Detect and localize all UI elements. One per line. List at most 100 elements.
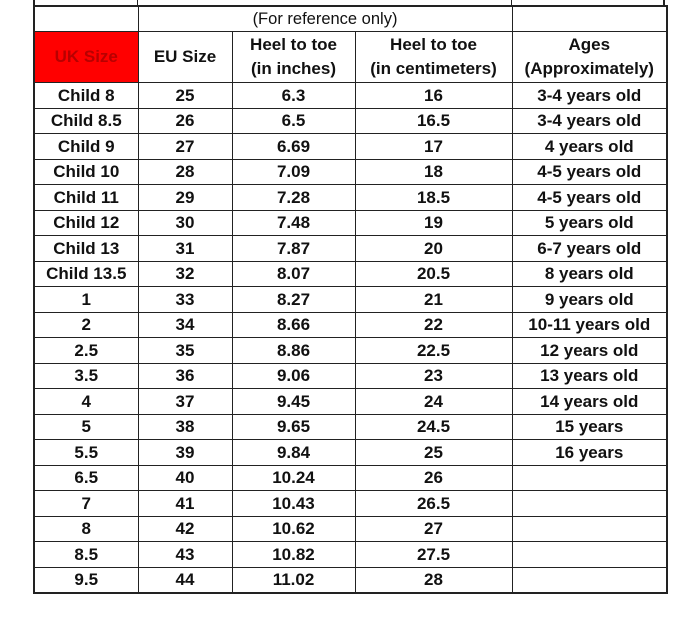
table-row: 8.5 43 10.82 27.5: [33, 541, 668, 568]
ages-cell: [511, 464, 668, 491]
eu-size-cell: 44: [137, 566, 233, 594]
centimeters-cell: 21: [354, 286, 513, 313]
inches-cell: 6.69: [231, 133, 356, 160]
eu-size-cell: 41: [137, 490, 233, 517]
ages-cell: 16 years: [511, 439, 668, 466]
header-eu-size: EU Size: [137, 31, 233, 83]
uk-size-cell: 7: [33, 490, 139, 517]
table-row: 1 33 8.27 21 9 years old: [33, 286, 668, 313]
centimeters-cell: 16: [354, 82, 513, 109]
header-cm-line1: Heel to toe: [390, 35, 477, 54]
table-row: 4 37 9.45 24 14 years old: [33, 388, 668, 415]
divider: [137, 0, 138, 5]
centimeters-cell: 26: [354, 464, 513, 491]
inches-cell: 9.45: [231, 388, 356, 415]
centimeters-cell: 19: [354, 209, 513, 236]
inches-cell: 8.86: [231, 337, 356, 364]
table-row: Child 13.5 32 8.07 20.5 8 years old: [33, 260, 668, 287]
header-uk-size: UK Size: [33, 31, 139, 83]
uk-size-cell: 5.5: [33, 439, 139, 466]
uk-size-cell: 5: [33, 413, 139, 440]
inches-cell: 10.24: [231, 464, 356, 491]
centimeters-cell: 18: [354, 158, 513, 185]
uk-size-cell: Child 13: [33, 235, 139, 262]
divider: [511, 0, 512, 5]
eu-size-cell: 34: [137, 311, 233, 338]
table-row: 8 42 10.62 27: [33, 515, 668, 542]
table-row: 9.5 44 11.02 28: [33, 566, 668, 594]
ages-cell: 4-5 years old: [511, 184, 668, 211]
ages-cell: 12 years old: [511, 337, 668, 364]
inches-cell: 11.02: [231, 566, 356, 594]
eu-size-cell: 35: [137, 337, 233, 364]
eu-size-cell: 27: [137, 133, 233, 160]
header-inches-line1: Heel to toe: [250, 35, 337, 54]
uk-size-cell: 3.5: [33, 362, 139, 389]
ages-cell: 4-5 years old: [511, 158, 668, 185]
eu-size-cell: 33: [137, 286, 233, 313]
header-inches-line2: (in inches): [250, 59, 336, 78]
inches-cell: 6.3: [231, 82, 356, 109]
uk-size-cell: 6.5: [33, 464, 139, 491]
uk-size-cell: Child 8: [33, 82, 139, 109]
ages-cell: [511, 541, 668, 568]
ages-cell: 4 years old: [511, 133, 668, 160]
table-row: Child 10 28 7.09 18 4-5 years old: [33, 158, 668, 185]
inches-cell: 6.5: [231, 107, 356, 134]
inches-cell: 10.43: [231, 490, 356, 517]
ages-cell: 3-4 years old: [511, 82, 668, 109]
uk-size-cell: 4: [33, 388, 139, 415]
table-row: Child 8 25 6.3 16 3-4 years old: [33, 82, 668, 109]
uk-size-cell: Child 13.5: [33, 260, 139, 287]
centimeters-cell: 28: [354, 566, 513, 594]
inches-cell: 8.66: [231, 311, 356, 338]
eu-size-cell: 42: [137, 515, 233, 542]
centimeters-cell: 22.5: [354, 337, 513, 364]
table-row: 5.5 39 9.84 25 16 years: [33, 439, 668, 466]
centimeters-cell: 23: [354, 362, 513, 389]
uk-size-cell: Child 12: [33, 209, 139, 236]
ages-cell: 8 years old: [511, 260, 668, 287]
ages-cell: 3-4 years old: [511, 107, 668, 134]
table-row: Child 9 27 6.69 17 4 years old: [33, 133, 668, 160]
empty-cell: [33, 5, 139, 32]
inches-cell: 7.28: [231, 184, 356, 211]
inches-cell: 10.62: [231, 515, 356, 542]
eu-size-cell: 36: [137, 362, 233, 389]
centimeters-cell: 25: [354, 439, 513, 466]
ages-cell: 5 years old: [511, 209, 668, 236]
table-row: 7 41 10.43 26.5: [33, 490, 668, 517]
inches-cell: 10.82: [231, 541, 356, 568]
table-row: Child 11 29 7.28 18.5 4-5 years old: [33, 184, 668, 211]
inches-cell: 8.07: [231, 260, 356, 287]
header-ages-line2: (Approximately): [524, 59, 654, 78]
centimeters-cell: 18.5: [354, 184, 513, 211]
eu-size-cell: 39: [137, 439, 233, 466]
eu-size-cell: 28: [137, 158, 233, 185]
reference-note-row: (For reference only): [33, 5, 668, 32]
uk-size-cell: 8: [33, 515, 139, 542]
uk-size-cell: Child 8.5: [33, 107, 139, 134]
inches-cell: 9.06: [231, 362, 356, 389]
ages-cell: [511, 515, 668, 542]
table-row: 2 34 8.66 22 10-11 years old: [33, 311, 668, 338]
inches-cell: 7.87: [231, 235, 356, 262]
header-row: UK Size EU Size Heel to toe (in inches) H…: [33, 31, 668, 83]
centimeters-cell: 17: [354, 133, 513, 160]
eu-size-cell: 31: [137, 235, 233, 262]
centimeters-cell: 24.5: [354, 413, 513, 440]
table-row: 6.5 40 10.24 26: [33, 464, 668, 491]
header-ages: Ages (Approximately): [511, 31, 668, 83]
centimeters-cell: 27: [354, 515, 513, 542]
table-row: Child 12 30 7.48 19 5 years old: [33, 209, 668, 236]
header-centimeters: Heel to toe (in centimeters): [354, 31, 513, 83]
header-ages-line1: Ages: [568, 35, 611, 54]
inches-cell: 7.48: [231, 209, 356, 236]
ages-cell: 15 years: [511, 413, 668, 440]
centimeters-cell: 16.5: [354, 107, 513, 134]
uk-size-cell: 2: [33, 311, 139, 338]
eu-size-cell: 40: [137, 464, 233, 491]
table-row: 5 38 9.65 24.5 15 years: [33, 413, 668, 440]
eu-size-cell: 38: [137, 413, 233, 440]
centimeters-cell: 20.5: [354, 260, 513, 287]
